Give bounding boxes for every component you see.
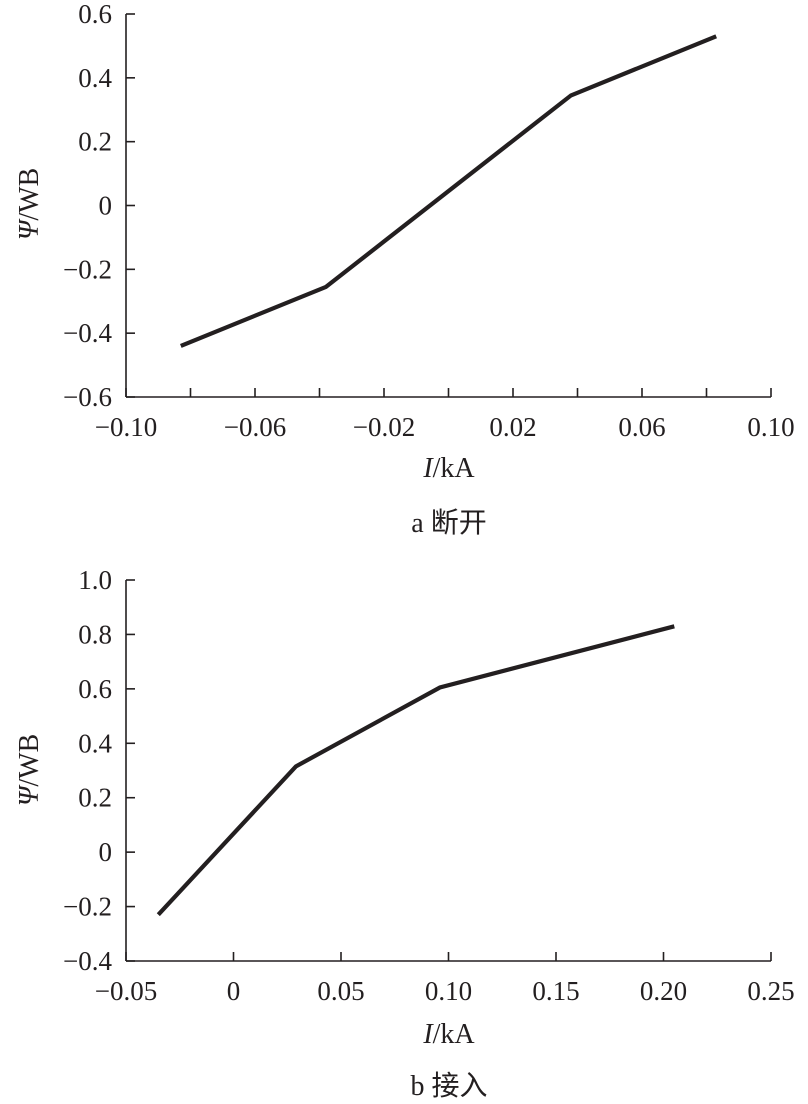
chart-a-x-axis-title: I/kA (422, 453, 475, 484)
chart-a-y-axis-unit: /WB (14, 168, 45, 221)
chart-b-x-tick-label: 0.20 (640, 976, 687, 1006)
chart-a-x-tick-labels: −0.10 −0.06 −0.02 0.02 0.06 0.10 (95, 412, 795, 442)
chart-a-x-tick-label: 0.10 (747, 412, 794, 442)
chart-a-y-tick-label: 0 (99, 191, 113, 221)
chart-b-y-axis-title: Ψ/WB (14, 734, 45, 807)
chart-b-series (156, 624, 675, 917)
chart-a-series (180, 34, 717, 348)
chart-a-y-tick-label: −0.2 (63, 254, 112, 284)
chart-b-y-tick-label: 1.0 (78, 565, 112, 595)
chart-b-y-tick-label: 0.8 (78, 619, 112, 649)
chart-a-x-axis-var: I (422, 453, 434, 484)
chart-b-y-tick-label: −0.2 (63, 892, 112, 922)
chart-b-x-tick-label: −0.05 (95, 976, 157, 1006)
chart-a-y-tick-labels: −0.6 −0.4 −0.2 0 0.2 0.4 0.6 (63, 0, 112, 412)
chart-b-x-tick-label: 0.05 (317, 976, 364, 1006)
chart-b-y-tick-label: 0.6 (78, 674, 112, 704)
chart-a-x-tick-label: −0.10 (95, 412, 157, 442)
chart-a-y-tick-label: 0.2 (78, 127, 112, 157)
chart-b-ticks (125, 579, 772, 962)
chart-b-y-tick-label: 0.2 (78, 783, 112, 813)
chart-a-x-tick-label: −0.02 (353, 412, 415, 442)
chart-a-x-tick-label: 0.02 (489, 412, 536, 442)
chart-b-x-axis-unit: /kA (433, 1019, 476, 1050)
chart-b-x-tick-label: 0.10 (425, 976, 472, 1006)
chart-a-x-tick-label: 0.06 (618, 412, 665, 442)
chart-a-y-tick-label: 0.4 (78, 63, 112, 93)
chart-b-x-tick-labels: −0.05 0 0.05 0.10 0.15 0.20 0.25 (95, 976, 795, 1006)
chart-b-x-axis-var: I (422, 1019, 434, 1050)
chart-a-y-axis-var: Ψ (14, 218, 45, 240)
chart-b-y-axis-unit: /WB (14, 734, 45, 787)
chart-b: −0.4 −0.2 0 0.2 0.4 0.6 0.8 1.0 −0.05 0 0.05 0.10 0… (14, 565, 795, 1102)
chart-b-x-axis-title: I/kA (422, 1019, 475, 1050)
chart-a-series-line (180, 34, 717, 348)
chart-b-y-tick-label: 0 (99, 837, 113, 867)
chart-b-x-tick-label: 0.15 (532, 976, 579, 1006)
chart-a-y-tick-label: −0.4 (63, 318, 112, 348)
chart-b-x-tick-label: 0 (227, 976, 241, 1006)
chart-b-caption: b 接入 (410, 1070, 487, 1102)
chart-b-x-tick-label: 0.25 (747, 976, 794, 1006)
chart-a-caption: a 断开 (411, 507, 486, 539)
chart-a-ticks (125, 13, 772, 398)
chart-b-y-axis-var: Ψ (14, 784, 45, 806)
chart-a: −0.6 −0.4 −0.2 0 0.2 0.4 0.6 −0.10 −0.06 −0.02 0.… (14, 0, 795, 539)
chart-a-x-tick-label: −0.06 (224, 412, 286, 442)
chart-b-y-tick-label: −0.4 (63, 946, 112, 976)
chart-b-series-line (156, 624, 675, 917)
chart-a-y-tick-label: −0.6 (63, 382, 112, 412)
chart-a-y-tick-label: 0.6 (78, 0, 112, 29)
chart-a-x-axis-unit: /kA (433, 453, 476, 484)
chart-a-y-axis-title: Ψ/WB (14, 168, 45, 241)
chart-b-y-tick-labels: −0.4 −0.2 0 0.2 0.4 0.6 0.8 1.0 (63, 565, 112, 976)
chart-b-y-tick-label: 0.4 (78, 728, 112, 758)
